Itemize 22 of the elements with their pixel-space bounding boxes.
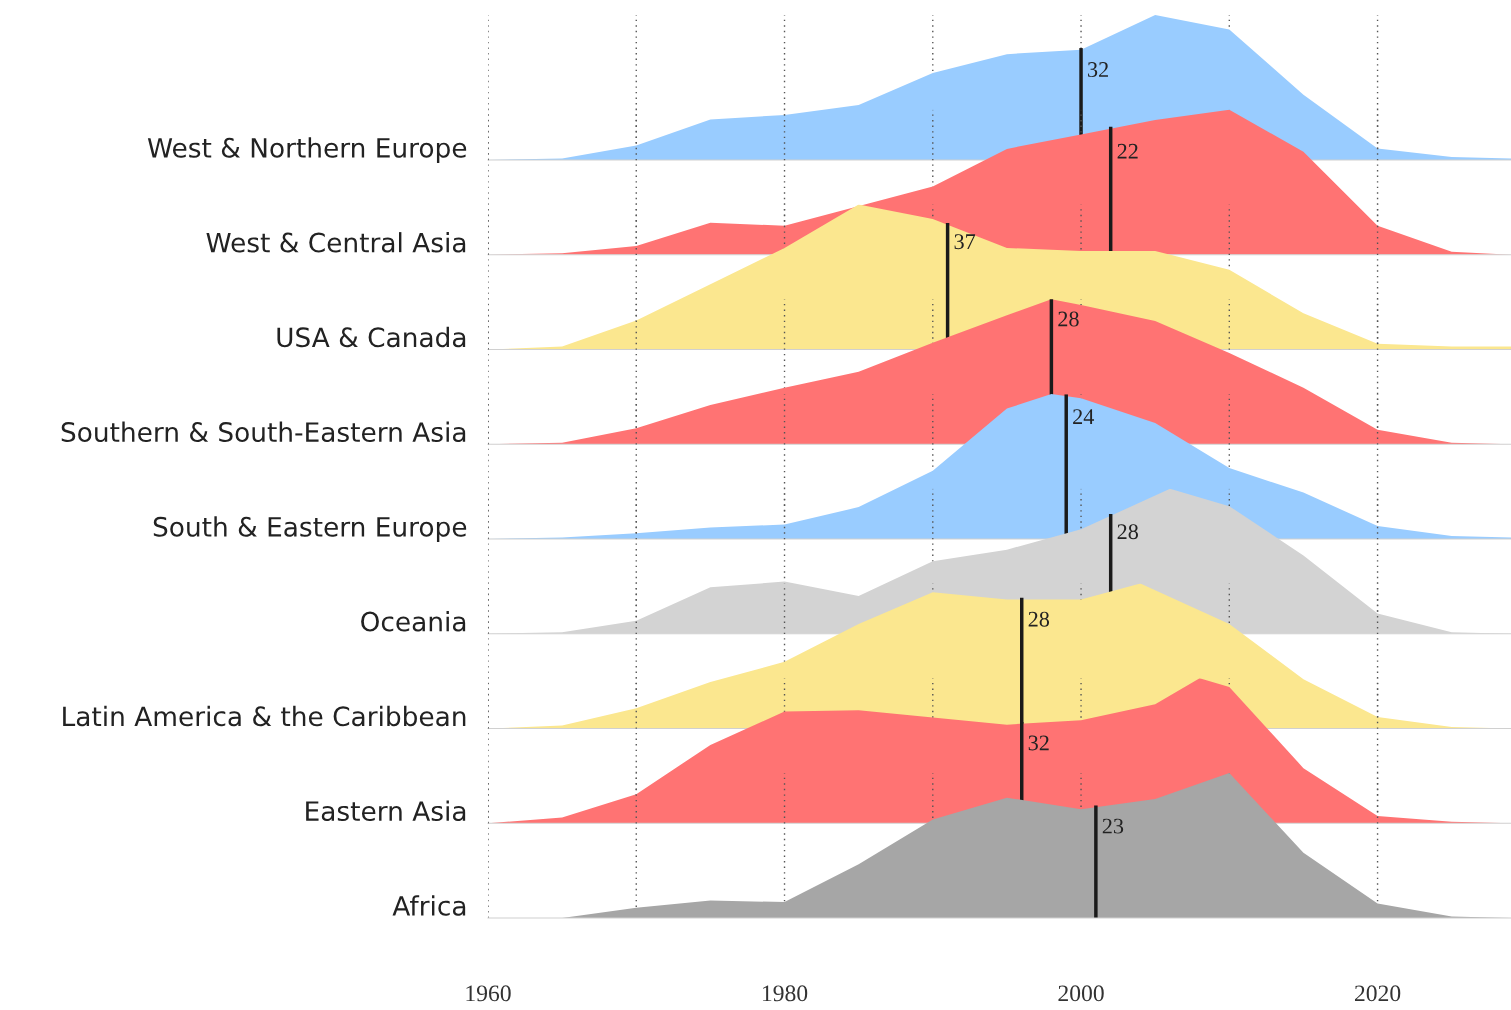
y-axis-title: Africa (392, 895, 466, 916)
annotation: 24 (1073, 409, 1095, 424)
x-tick-label: 2000 (1058, 985, 1104, 1002)
annotation: 22 (1117, 143, 1138, 159)
annotation: 28 (1028, 611, 1050, 627)
y-axis-title: South & Eastern Europe (153, 516, 467, 542)
annotation: 28 (1058, 311, 1079, 327)
annotation: 32 (1088, 62, 1108, 78)
annotation: 37 (954, 234, 976, 250)
x-tick-label: 1980 (762, 985, 808, 1002)
x-tick-label: 2020 (1354, 985, 1401, 1002)
x-tick-label: 1960 (466, 985, 511, 1002)
y-axis-title: Southern & South-Eastern Asia (61, 421, 466, 443)
y-axis-title: USA & Canada (277, 326, 466, 348)
y-axis-title: Latin America & the Caribbean (63, 705, 466, 727)
y-axis-title: West & Northern Europe (147, 137, 467, 163)
annotation: 32 (1028, 735, 1049, 751)
annotation: 23 (1102, 818, 1124, 834)
y-axis-title: Oceania (361, 611, 466, 632)
y-axis-title: Eastern Asia (306, 800, 466, 822)
annotation: 28 (1117, 524, 1138, 540)
y-axis-title: West & Central Asia (206, 232, 466, 253)
